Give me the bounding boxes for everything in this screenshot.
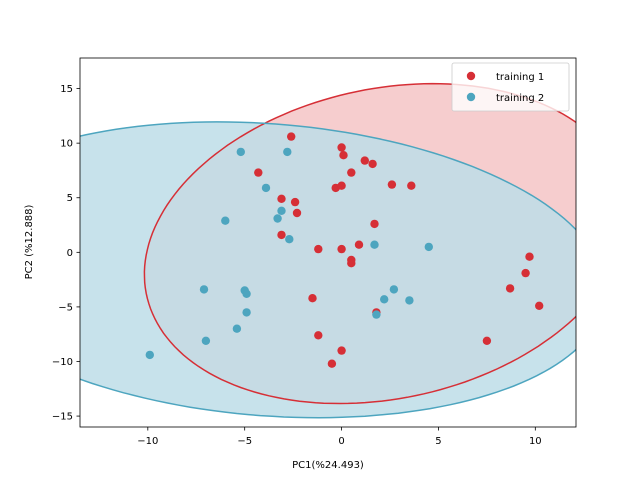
legend-marker-2 (466, 92, 476, 102)
point-series2-14 (380, 295, 389, 304)
data-points (145, 132, 544, 368)
point-series1-3 (339, 151, 348, 160)
point-series1-27 (525, 252, 534, 261)
plot-area (79, 57, 577, 428)
point-series2-2 (283, 147, 292, 157)
point-series1-11 (337, 181, 346, 190)
point-series1-13 (290, 197, 300, 207)
point-series1-9 (407, 181, 416, 190)
legend-label-1: training 1 (496, 72, 544, 83)
point-series1-7 (347, 168, 356, 177)
y-axis-label: PC2 (%12.888) (24, 204, 35, 279)
legend-label-2: training 2 (496, 93, 544, 104)
point-series1-2 (337, 143, 346, 152)
ellipse-outline-2 (80, 121, 576, 419)
point-series2-1 (236, 147, 245, 157)
point-series1-25 (337, 346, 346, 355)
legend: training 1 training 2 (451, 62, 570, 112)
point-series2-19 (201, 336, 211, 345)
legend-marker-1 (466, 71, 476, 81)
point-series1-29 (505, 284, 515, 293)
point-series1-31 (482, 336, 492, 345)
confidence-ellipses (80, 82, 576, 419)
point-series2-4 (277, 206, 286, 215)
x-tick-label: 0 (338, 436, 344, 447)
point-series2-7 (285, 235, 294, 244)
point-series2-20 (145, 350, 154, 360)
point-series1-18 (314, 244, 323, 254)
y-tick-label: −10 (52, 357, 73, 368)
x-tick-label: 10 (529, 436, 542, 447)
point-series2-12 (242, 289, 251, 298)
point-series2-10 (199, 285, 209, 294)
point-series1-17 (354, 240, 364, 249)
y-tick-label: −15 (52, 412, 73, 423)
axes-frame (79, 57, 577, 428)
point-series1-1 (287, 132, 296, 141)
point-series2-6 (221, 216, 230, 225)
point-series1-21 (347, 259, 356, 268)
point-series1-5 (368, 159, 377, 169)
point-series2-5 (273, 214, 282, 223)
x-tick-label: −10 (137, 436, 158, 447)
point-series2-17 (372, 310, 381, 319)
point-series1-8 (387, 180, 397, 189)
y-tick-label: 0 (67, 248, 73, 259)
point-series1-28 (521, 268, 530, 278)
point-series1-26 (327, 359, 337, 368)
ellipse-outline-1 (143, 82, 576, 405)
point-series2-3 (261, 183, 271, 193)
legend-box (451, 62, 570, 112)
point-series1-15 (370, 219, 379, 229)
point-series2-18 (232, 324, 242, 333)
y-axis: −15 −10 −5 0 5 10 15 (52, 84, 80, 423)
x-axis: −10 −5 0 5 10 (137, 427, 542, 447)
y-tick-label: 5 (67, 193, 73, 204)
point-series2-13 (389, 285, 399, 294)
point-series1-22 (308, 294, 317, 303)
point-series1-24 (314, 331, 323, 340)
y-tick-label: 10 (60, 139, 73, 150)
point-series1-19 (337, 244, 346, 254)
point-series2-9 (424, 242, 433, 252)
point-series1-14 (292, 208, 302, 218)
x-tick-label: 5 (435, 436, 441, 447)
point-series2-8 (370, 240, 379, 249)
x-axis-label: PC1(%24.493) (292, 460, 364, 471)
point-series2-15 (405, 296, 414, 305)
y-tick-label: 15 (60, 84, 73, 95)
point-series2-16 (242, 308, 251, 317)
y-tick-label: −5 (58, 302, 73, 313)
x-tick-label: −5 (237, 436, 252, 447)
point-series1-6 (254, 168, 263, 177)
point-series1-30 (535, 301, 544, 310)
point-series1-12 (277, 194, 286, 203)
point-series1-16 (277, 230, 286, 240)
point-series1-4 (360, 156, 369, 165)
